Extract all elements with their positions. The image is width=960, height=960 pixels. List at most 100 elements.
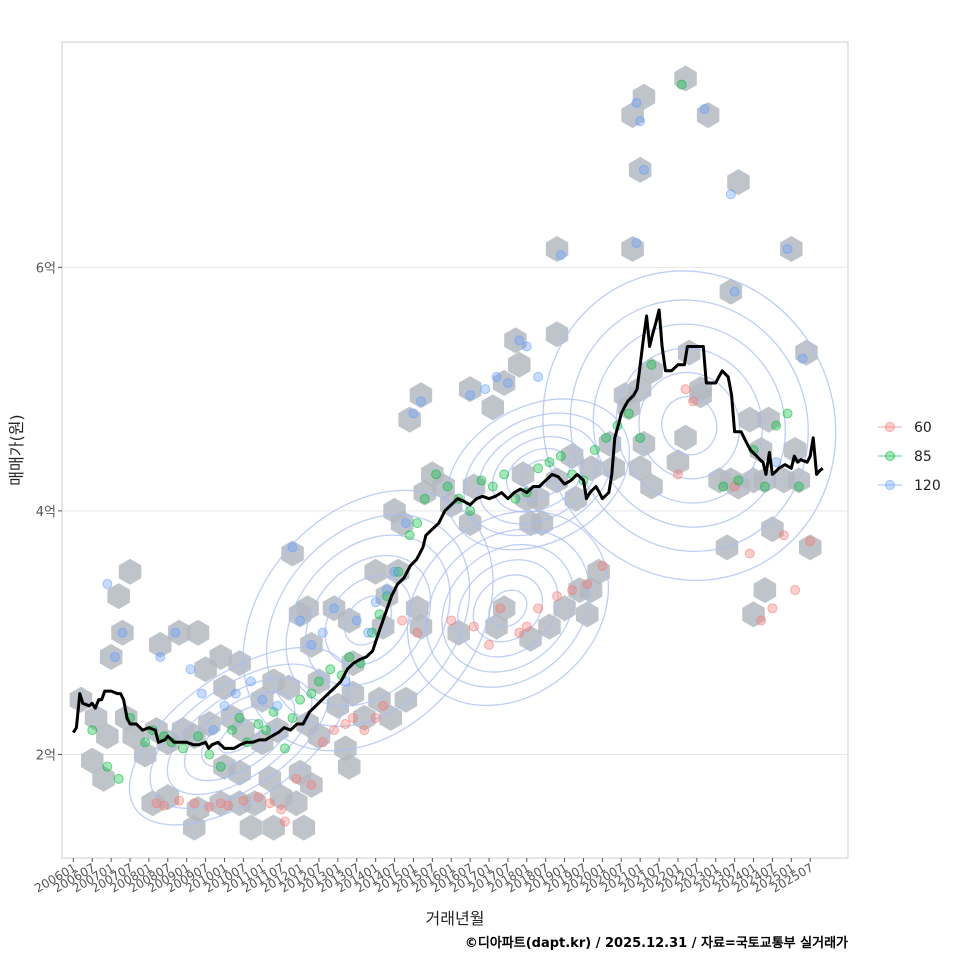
scatter-point-60 xyxy=(370,712,381,723)
scatter-point-120 xyxy=(771,457,782,468)
scatter-point-60 xyxy=(552,591,563,602)
scatter-point-60 xyxy=(514,627,525,638)
scatter-point-120 xyxy=(631,97,642,108)
scatter-point-85 xyxy=(499,469,510,480)
scatter-point-60 xyxy=(279,816,290,827)
scatter-point-120 xyxy=(381,585,392,596)
scatter-point-60 xyxy=(189,798,200,809)
hex-bin xyxy=(753,577,777,604)
hex-bin xyxy=(492,595,516,622)
scatter-point-60 xyxy=(238,795,249,806)
hex-bin xyxy=(632,83,656,110)
scatter-point-60 xyxy=(468,621,479,632)
scatter-point-120 xyxy=(102,578,113,589)
hex-bin xyxy=(96,723,119,750)
scatter-point-60 xyxy=(778,530,789,541)
scatter-point-60 xyxy=(567,585,578,596)
scatter-point-120 xyxy=(306,639,317,650)
scatter-point-85 xyxy=(393,566,404,577)
scatter-point-120 xyxy=(363,627,374,638)
scatter-point-120 xyxy=(185,664,196,675)
scatter-point-60 xyxy=(680,384,691,395)
scatter-point-120 xyxy=(287,542,298,553)
hex-bin xyxy=(167,619,191,646)
scatter-point-120 xyxy=(465,390,476,401)
scatter-point-85 xyxy=(227,725,238,736)
scatter-point-85 xyxy=(465,505,476,516)
density-contour xyxy=(477,424,599,525)
scatter-point-60 xyxy=(253,792,264,803)
scatter-point-120 xyxy=(257,694,268,705)
scatter-point-120 xyxy=(272,700,283,711)
scatter-point-85 xyxy=(140,737,151,748)
scatter-point-85 xyxy=(510,493,521,504)
y-axis-title: 매매가(원) xyxy=(7,414,26,485)
scatter-point-85 xyxy=(344,652,355,663)
hex-bin xyxy=(337,753,361,780)
hex-bin xyxy=(621,102,644,129)
density-contour xyxy=(661,395,718,456)
density-contour xyxy=(506,447,571,501)
scatter-point-85 xyxy=(204,749,215,760)
density-contour xyxy=(304,554,432,687)
hex-bin xyxy=(719,278,743,305)
hex-bin xyxy=(458,510,482,537)
density-contour xyxy=(425,528,591,688)
hex-bin xyxy=(118,558,142,585)
hex-bin xyxy=(364,558,387,585)
scatter-point-60 xyxy=(756,615,767,626)
scatter-point-60 xyxy=(484,639,495,650)
scatter-point-60 xyxy=(291,773,302,784)
scatter-point-85 xyxy=(676,79,687,90)
hex-bin xyxy=(689,382,712,409)
scatter-point-60 xyxy=(495,603,506,614)
hex-bin xyxy=(122,723,146,750)
scatter-point-85 xyxy=(782,408,793,419)
hex-bin xyxy=(379,704,402,731)
y-tick-label: 4억 xyxy=(36,505,56,520)
scatter-point-120 xyxy=(631,237,642,248)
scatter-point-85 xyxy=(771,420,782,431)
density-contour xyxy=(406,510,610,707)
scatter-point-60 xyxy=(688,396,699,407)
scatter-point-120 xyxy=(638,164,649,175)
density-contour xyxy=(520,459,556,490)
scatter-point-85 xyxy=(306,688,317,699)
scatter-point-120 xyxy=(389,566,400,577)
scatter-point-120 xyxy=(533,371,544,382)
scatter-point-85 xyxy=(733,475,744,486)
scatter-point-120 xyxy=(370,597,381,608)
scatter-point-120 xyxy=(635,116,646,127)
hex-bin xyxy=(383,497,406,524)
scatter-point-120 xyxy=(117,627,128,638)
legend-label-60: 60 xyxy=(914,420,932,436)
hex-bin xyxy=(292,814,316,841)
scatter-point-120 xyxy=(729,286,740,297)
scatter-point-120 xyxy=(725,189,736,200)
scatter-point-60 xyxy=(446,615,457,626)
scatter-point-60 xyxy=(159,800,170,811)
hex-bin xyxy=(300,771,323,798)
legend-key-point xyxy=(885,480,895,490)
scatter-point-60 xyxy=(521,621,532,632)
scatter-point-85 xyxy=(313,676,324,687)
hex-bin xyxy=(799,534,822,561)
hex-bin xyxy=(398,406,421,433)
hex-bin xyxy=(296,595,319,622)
density-contour xyxy=(166,677,313,796)
trend-line xyxy=(72,308,824,750)
hex-bin xyxy=(111,619,134,646)
x-axis: 2006012006072007012007072008012008072009… xyxy=(32,858,816,896)
scatter-point-60 xyxy=(223,800,234,811)
hex-bin xyxy=(262,814,285,841)
hex-bin xyxy=(632,430,656,457)
scatter-point-60 xyxy=(597,560,608,571)
density-contour xyxy=(569,299,809,553)
scatter-point-60 xyxy=(805,536,816,547)
scatter-point-120 xyxy=(491,371,502,382)
scatter-point-85 xyxy=(279,743,290,754)
hex-bin xyxy=(674,424,697,451)
hex-bin xyxy=(133,741,157,768)
scatter-point-120 xyxy=(155,652,166,663)
